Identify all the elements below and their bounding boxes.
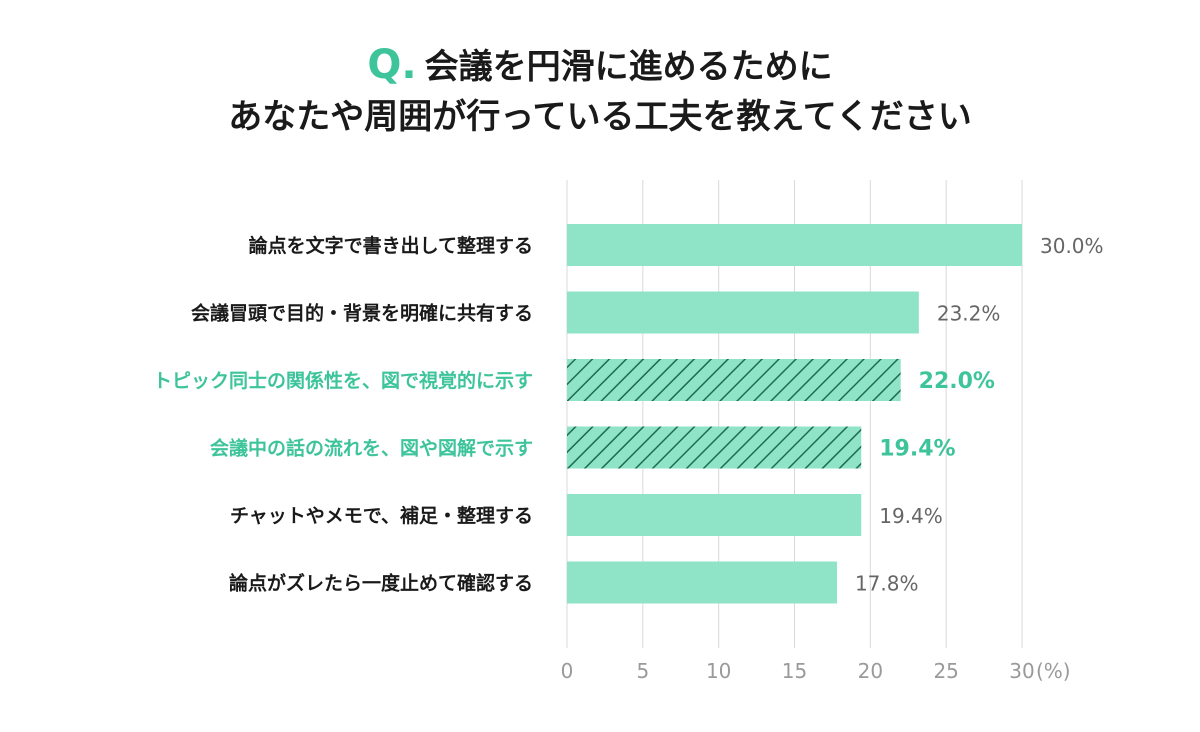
category-label: 会議中の話の流れを、図や図解で示す — [210, 437, 533, 460]
x-tick-label: 20 — [858, 659, 883, 683]
value-label: 30.0% — [1040, 234, 1104, 258]
value-label: 19.4% — [879, 504, 943, 528]
x-tick-label: 0 — [561, 659, 574, 683]
bar — [567, 561, 837, 604]
bar — [567, 426, 862, 469]
value-label: 22.0% — [919, 369, 995, 394]
value-label: 19.4% — [879, 437, 955, 462]
value-label: 23.2% — [937, 302, 1001, 326]
value-labels: 30.0% 23.2% 22.0% 19.4% 19.4% 17.8% — [855, 234, 1104, 596]
bar — [567, 494, 862, 536]
category-label: 会議冒頭で目的・背景を明確に共有する — [191, 302, 533, 325]
category-labels: 論点を文字で書き出して整理する会議冒頭で目的・背景を明確に共有するトピック同士の… — [153, 234, 533, 595]
category-label: トピック同士の関係性を、図で視覚的に示す — [153, 369, 533, 392]
bar — [567, 359, 901, 401]
x-tick-label: 5 — [636, 659, 649, 683]
question-mark: Q. — [367, 42, 417, 88]
x-tick-label: 30 — [1009, 659, 1034, 683]
bar — [567, 224, 1022, 266]
title-line-1: Q. 会議を円滑に進めるために — [0, 40, 1200, 92]
title-text-1: 会議を円滑に進めるために — [424, 47, 833, 87]
chart-title: Q. 会議を円滑に進めるために あなたや周囲が行っている工夫を教えてください — [0, 40, 1200, 142]
category-label: 論点がズレたら一度止めて確認する — [229, 572, 533, 595]
x-tick-label: 15 — [782, 659, 807, 683]
bar — [567, 291, 919, 334]
value-label: 17.8% — [855, 572, 919, 596]
x-tick-label: 25 — [933, 659, 958, 683]
x-axis-unit: (%) — [1036, 659, 1071, 683]
category-label: 論点を文字で書き出して整理する — [249, 234, 533, 257]
title-text-2: あなたや周囲が行っている工夫を教えてください — [228, 97, 972, 137]
x-tick-label: 10 — [706, 659, 731, 683]
category-label: チャットやメモで、補足・整理する — [230, 504, 533, 527]
bars — [567, 224, 1022, 604]
x-axis-ticks: 0 5 10 15 20 25 30 (%) — [561, 659, 1071, 683]
